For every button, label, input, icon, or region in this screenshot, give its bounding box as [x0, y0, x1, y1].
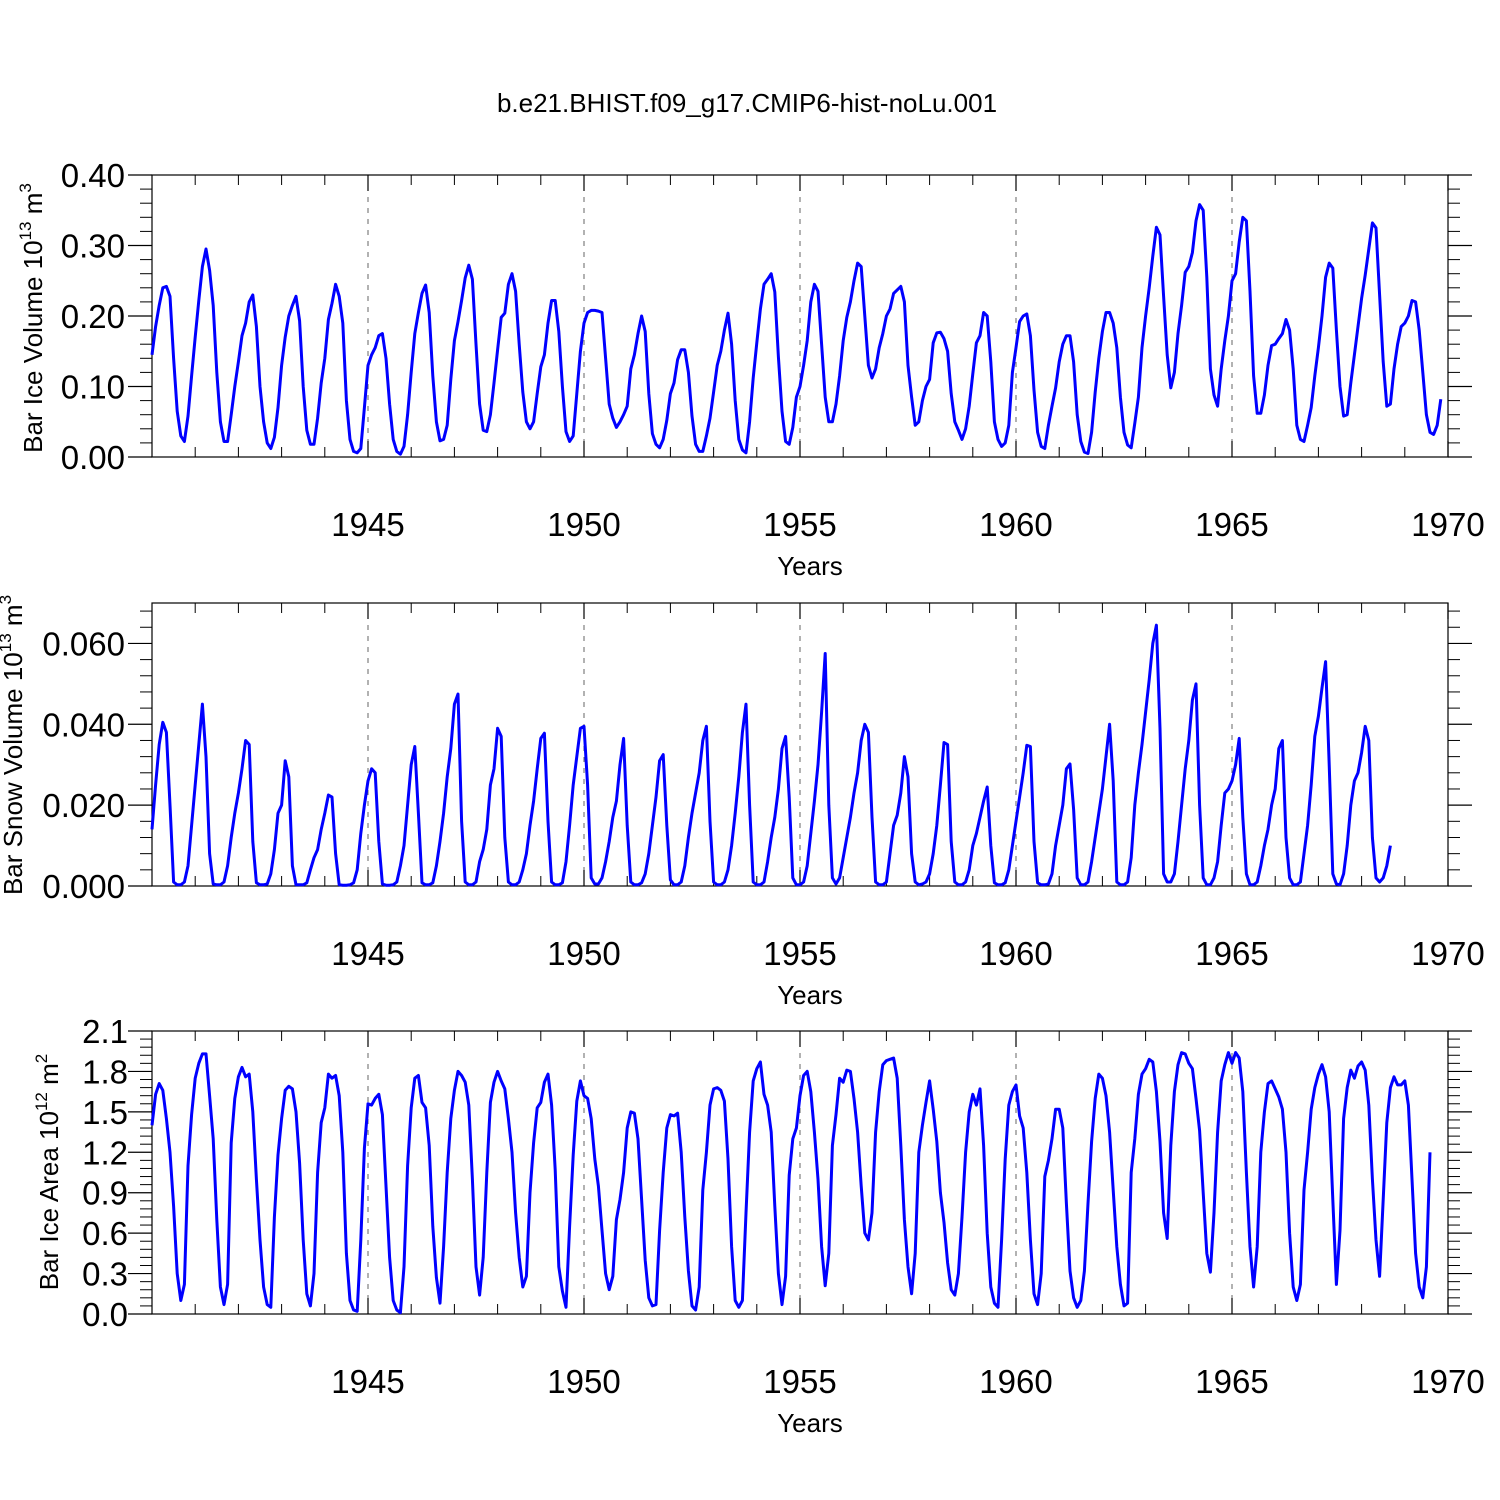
y-axis-label-part: m [34, 1063, 64, 1092]
y-axis-label-part: Bar Snow Volume 10 [0, 652, 28, 895]
y-tick-label: 0.060 [42, 625, 125, 662]
y-axis-label-part: Bar Ice Volume 10 [18, 240, 48, 452]
y-tick-label: 1.8 [82, 1053, 128, 1090]
y-tick-label: 0.40 [61, 157, 125, 194]
y-tick-label: 0.020 [42, 787, 125, 824]
y-axis-label-part: Bar Ice Area 10 [34, 1111, 64, 1290]
y-tick-label: 2.1 [82, 1013, 128, 1050]
y-tick-label: 0.6 [82, 1215, 128, 1252]
x-tick-label: 1960 [979, 935, 1052, 972]
y-axis-label-part: m [0, 604, 28, 633]
y-tick-label: 0.30 [61, 228, 125, 265]
panel-ice_volume: 0.00 0.10 0.20 0.30 0.40 1945 1950 1955 1960 1965… [16, 157, 1485, 581]
x-tick-label: 1960 [979, 1363, 1052, 1400]
y-axis-label-part: 3 [16, 183, 35, 192]
panels: 0.00 0.10 0.20 0.30 0.40 1945 1950 1955 1960 1965… [0, 157, 1485, 1438]
y-tick-label: 0.00 [61, 439, 125, 476]
y-tick-label: 0.000 [42, 868, 125, 905]
x-axis-label: Years [777, 980, 843, 1010]
y-axis-label-part: 12 [32, 1092, 51, 1111]
x-tick-label: 1945 [331, 1363, 404, 1400]
x-tick-label: 1950 [547, 506, 620, 543]
panel-ice_area: 0.00.3 0.60.9 1.21.5 1.82.1 1945 1950 1955 1960… [32, 1013, 1485, 1438]
panel-snow_volume: 0.000 0.020 0.040 0.060 1945 1950 1955 1960 1965… [0, 595, 1485, 1010]
x-tick-label: 1970 [1411, 935, 1484, 972]
x-tick-label: 1965 [1195, 1363, 1268, 1400]
x-tick-label: 1970 [1411, 506, 1484, 543]
x-tick-label: 1970 [1411, 1363, 1484, 1400]
x-tick-label: 1950 [547, 935, 620, 972]
x-tick-label: 1945 [331, 935, 404, 972]
y-tick-label: 0.3 [82, 1256, 128, 1293]
y-axis-label-part: 2 [32, 1054, 51, 1063]
y-axis-label: Bar Ice Area 1012 m2 [32, 1054, 64, 1291]
y-axis-label: Bar Snow Volume 1013 m3 [0, 595, 28, 895]
y-tick-label: 0.0 [82, 1296, 128, 1333]
x-tick-label: 1960 [979, 506, 1052, 543]
series-line-ice_volume [150, 203, 1443, 456]
x-axis-label: Years [777, 551, 843, 581]
y-tick-label: 0.040 [42, 706, 125, 743]
x-tick-label: 1955 [763, 506, 836, 543]
y-axis-label-part: 13 [0, 633, 15, 652]
y-tick-label: 0.20 [61, 298, 125, 335]
x-axis-label: Years [777, 1408, 843, 1438]
plot-frame [151, 602, 1449, 887]
x-tick-label: 1950 [547, 1363, 620, 1400]
y-axis-label: Bar Ice Volume 1013 m3 [16, 183, 48, 453]
x-tick-label: 1965 [1195, 935, 1268, 972]
x-tick-label: 1955 [763, 935, 836, 972]
y-tick-label: 1.2 [82, 1134, 128, 1171]
series-line-ice_area [150, 1051, 1432, 1315]
x-tick-label: 1945 [331, 506, 404, 543]
series-line-snow_volume [150, 623, 1392, 887]
y-axis-label-part: 13 [16, 221, 35, 240]
y-tick-label: 0.9 [82, 1175, 128, 1212]
x-tick-label: 1965 [1195, 506, 1268, 543]
y-axis-label-part: 3 [0, 595, 15, 604]
y-axis-label-part: m [18, 193, 48, 222]
y-tick-label: 1.5 [82, 1094, 128, 1131]
x-tick-label: 1955 [763, 1363, 836, 1400]
figure-title: b.e21.BHIST.f09_g17.CMIP6-hist-noLu.001 [497, 88, 997, 118]
y-tick-label: 0.10 [61, 369, 125, 406]
